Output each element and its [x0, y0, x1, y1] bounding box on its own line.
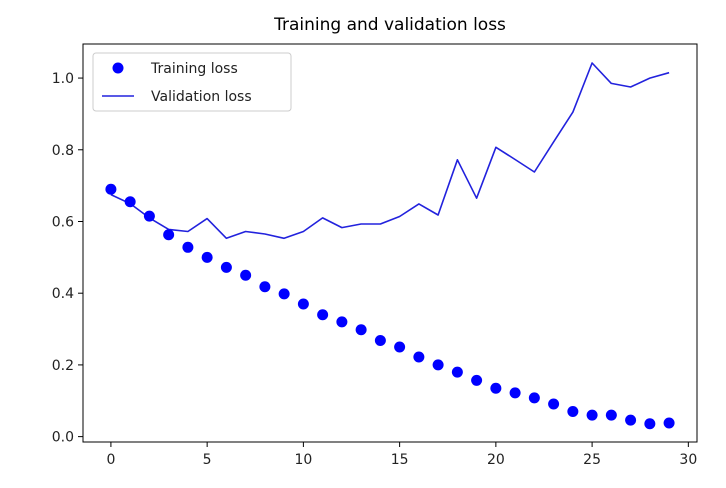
legend-label-training: Training loss	[150, 61, 238, 77]
training-loss-point	[336, 316, 348, 328]
training-loss-point	[451, 366, 463, 378]
training-loss-point	[471, 374, 483, 386]
training-loss-point	[220, 261, 232, 273]
training-loss-point	[240, 269, 252, 281]
y-tick-label: 0.6	[52, 214, 74, 230]
legend: Training loss Validation loss	[92, 52, 292, 112]
x-tick-label: 25	[583, 452, 601, 468]
training-loss-point	[432, 359, 444, 371]
training-loss-point	[663, 417, 675, 429]
y-tick-label: 1.0	[52, 71, 74, 87]
training-loss-point	[163, 229, 175, 241]
y-tick-label: 0.2	[52, 358, 74, 374]
training-loss-point	[182, 241, 194, 253]
training-loss-point	[143, 210, 155, 222]
y-axis: 0.0 0.2 0.4 0.6 0.8 1.0	[52, 71, 83, 446]
training-loss-point	[625, 414, 637, 426]
x-tick-label: 20	[487, 452, 505, 468]
plot-area-frame	[82, 43, 698, 443]
validation-loss-line	[110, 62, 670, 240]
training-loss-point	[201, 251, 213, 263]
training-loss-point	[297, 298, 309, 310]
legend-label-validation: Validation loss	[151, 89, 252, 105]
y-tick-label: 0.4	[52, 286, 74, 302]
x-tick-label: 15	[391, 452, 409, 468]
training-loss-point	[413, 351, 425, 363]
training-loss-point	[355, 324, 367, 336]
training-loss-point	[394, 341, 406, 353]
training-loss-point	[644, 418, 656, 430]
training-loss-point	[317, 309, 329, 321]
x-tick-label: 10	[294, 452, 312, 468]
x-axis: 0 5 10 15 20 25 30	[106, 442, 697, 468]
legend-marker-training	[112, 62, 124, 74]
y-tick-label: 0.0	[52, 430, 74, 446]
training-loss-point	[605, 409, 617, 421]
series-layer	[105, 62, 675, 430]
training-loss-point	[105, 183, 117, 195]
x-tick-label: 0	[106, 452, 115, 468]
training-loss-point	[567, 406, 579, 418]
training-loss-point	[490, 382, 502, 394]
legend-box	[92, 52, 292, 112]
training-loss-point	[548, 398, 560, 410]
x-tick-label: 30	[679, 452, 697, 468]
chart-title: Training and validation loss	[273, 15, 506, 35]
y-tick-label: 0.8	[52, 143, 74, 159]
training-loss-point	[124, 196, 136, 208]
x-tick-label: 5	[203, 452, 212, 468]
training-loss-point	[586, 409, 598, 421]
training-loss-point	[528, 392, 540, 404]
training-loss-point	[278, 288, 290, 300]
training-loss-point	[509, 387, 521, 399]
training-loss-point	[259, 281, 271, 293]
training-loss-point	[374, 335, 386, 347]
